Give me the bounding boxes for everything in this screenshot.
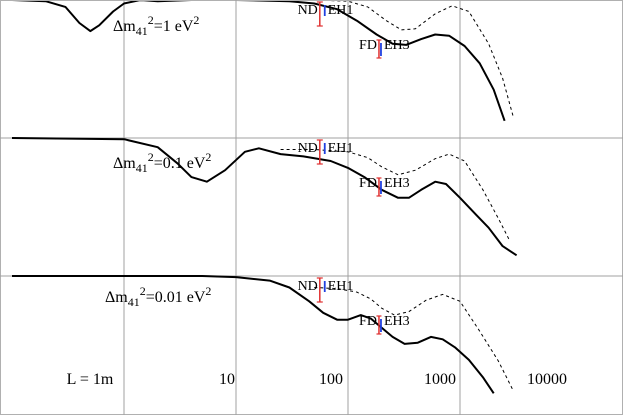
x-tick-label-1: L = 1m bbox=[67, 371, 114, 388]
panel-label-1: Δm412=1 eV2 bbox=[113, 13, 199, 38]
marker-label-eh1: EH1 bbox=[328, 141, 354, 156]
marker-label-nd: ND bbox=[298, 3, 318, 18]
panel-label-2: Δm412=0.1 eV2 bbox=[113, 150, 211, 175]
dashed-curve-panel-3 bbox=[314, 287, 514, 392]
marker-label-eh3: EH3 bbox=[384, 38, 410, 53]
marker-label-nd: ND bbox=[298, 141, 318, 156]
solid-curve-panel-2 bbox=[11, 137, 518, 257]
marker-label-eh1: EH1 bbox=[328, 3, 354, 18]
x-tick-label-10000: 10000 bbox=[527, 371, 567, 388]
x-tick-label-10: 10 bbox=[219, 371, 235, 388]
marker-label-fd: FD bbox=[359, 176, 377, 191]
marker-label-eh3: EH3 bbox=[384, 314, 410, 329]
curves-group bbox=[11, 1, 518, 394]
solid-curve-panel-3 bbox=[12, 275, 495, 394]
dashed-curve-panel-1 bbox=[328, 1, 514, 118]
marker-label-nd: ND bbox=[298, 279, 318, 294]
marker-label-eh3: EH3 bbox=[384, 176, 410, 191]
x-tick-label-1000: 1000 bbox=[424, 371, 456, 388]
panel-label-3: Δm412=0.01 eV2 bbox=[105, 284, 211, 309]
marker-label-fd: FD bbox=[359, 314, 377, 329]
marker-label-eh1: EH1 bbox=[328, 279, 354, 294]
solid-curve-panel-1 bbox=[11, 1, 506, 122]
dashed-curve-panel-2 bbox=[280, 149, 511, 242]
x-tick-label-100: 100 bbox=[319, 371, 343, 388]
marker-label-fd: FD bbox=[359, 38, 377, 53]
